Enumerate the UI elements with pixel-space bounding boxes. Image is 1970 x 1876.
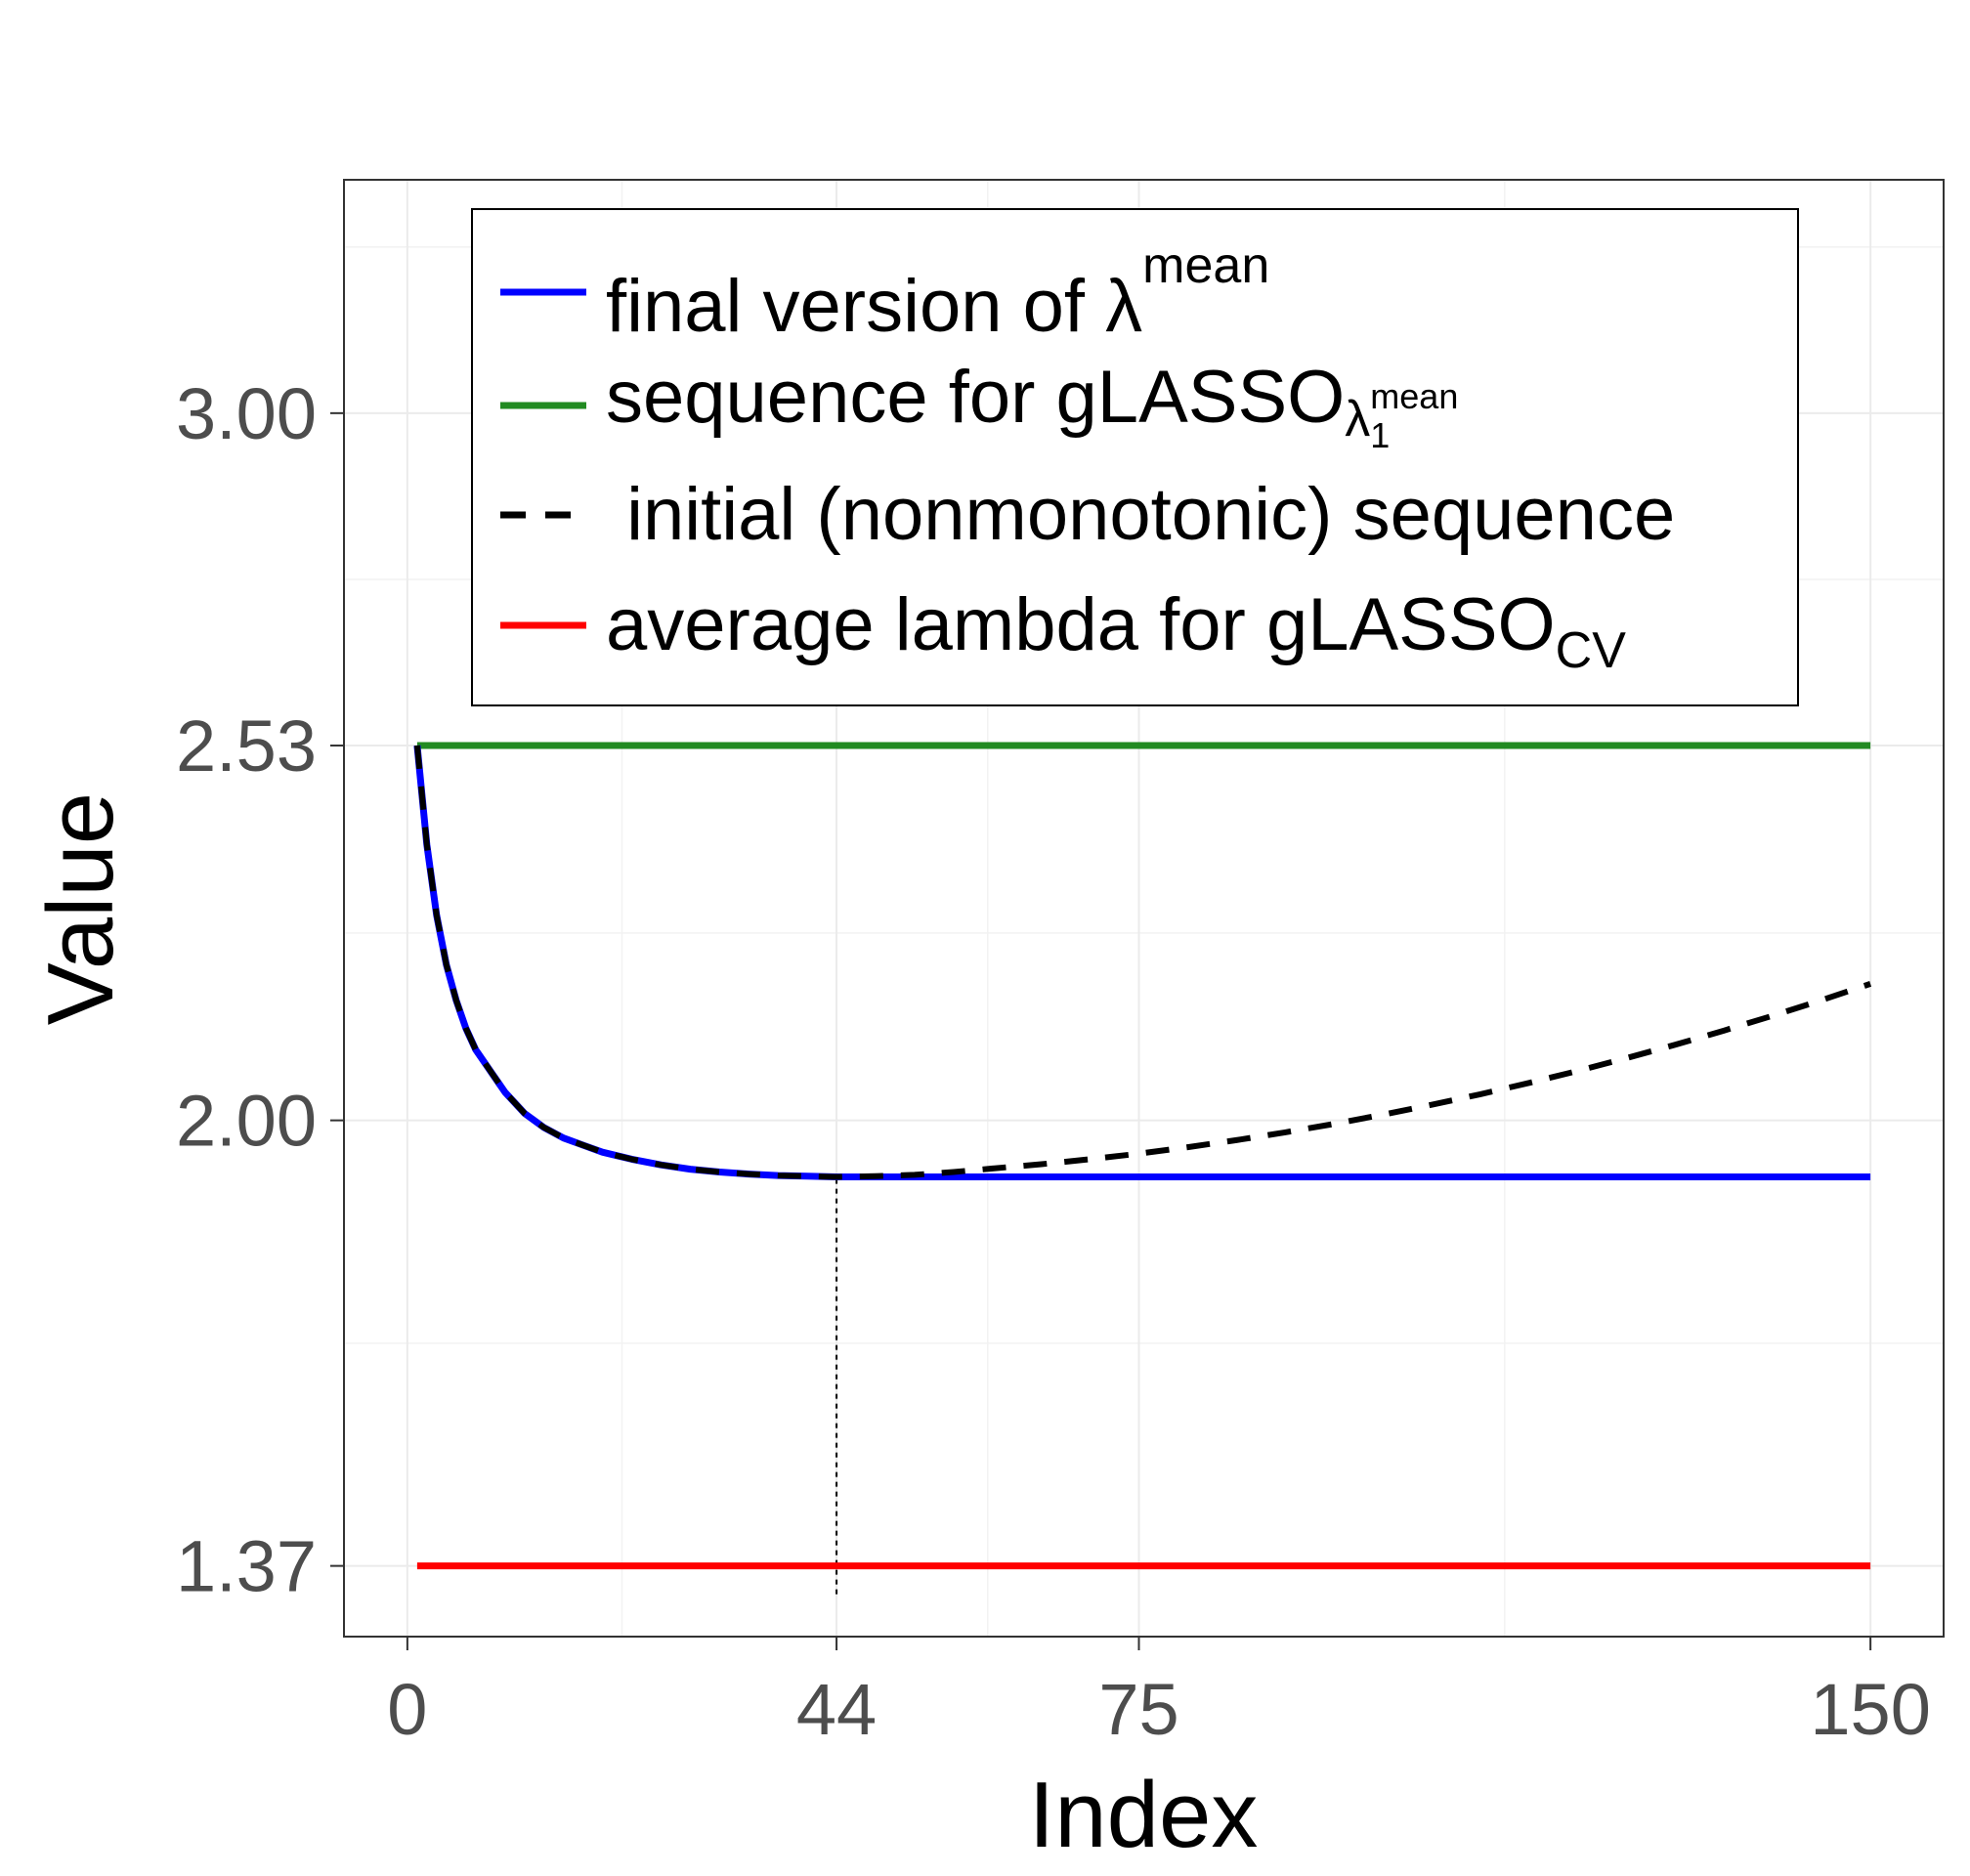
x-tick-label: 0 <box>387 1669 427 1750</box>
x-axis-title: Index <box>1029 1763 1259 1867</box>
y-axis-title: Value <box>28 792 133 1025</box>
y-axis: 1.37 2.00 2.53 3.00 <box>176 373 344 1607</box>
x-tick-label: 150 <box>1810 1669 1930 1750</box>
legend-label-gLASSO-mean-text: sequence for gLASSO <box>606 356 1345 439</box>
x-tick-label: 44 <box>796 1669 877 1750</box>
legend-label-gLASSO-mean: sequence for gLASSOλ1mean <box>606 356 1458 455</box>
plot-lines <box>413 742 1872 1595</box>
series-line-final <box>413 745 1871 1180</box>
legend-label-gLASSO-mean-subsup: mean <box>1370 376 1458 416</box>
legend-label-avg-cv-text: average lambda for gLASSO <box>606 583 1556 666</box>
series-line-initial <box>413 745 1872 1180</box>
y-tick-label: 3.00 <box>176 373 317 454</box>
y-tick-label: 2.53 <box>176 705 317 787</box>
legend-box <box>471 208 1799 706</box>
legend: final version of λmean sequence for gLAS… <box>471 208 1799 706</box>
x-axis: 0 44 75 150 <box>387 1637 1931 1750</box>
y-tick-label: 1.37 <box>176 1526 317 1607</box>
legend-label-gLASSO-mean-sub: λ <box>1345 391 1370 448</box>
legend-label-avg-cv: average lambda for gLASSOCV <box>606 583 1626 679</box>
legend-label-initial: initial (nonmonotonic) sequence <box>606 473 1675 556</box>
legend-label-final: final version of λmean <box>606 237 1269 348</box>
legend-label-avg-cv-sub: CV <box>1556 622 1627 679</box>
legend-label-final-sup: mean <box>1142 237 1269 294</box>
x-tick-label: 75 <box>1098 1669 1178 1750</box>
legend-label-gLASSO-mean-subsub: 1 <box>1370 415 1390 455</box>
legend-label-final-text: final version of λ <box>606 265 1142 348</box>
plot-panel-border <box>343 179 1945 1638</box>
y-tick-label: 2.00 <box>176 1081 317 1162</box>
